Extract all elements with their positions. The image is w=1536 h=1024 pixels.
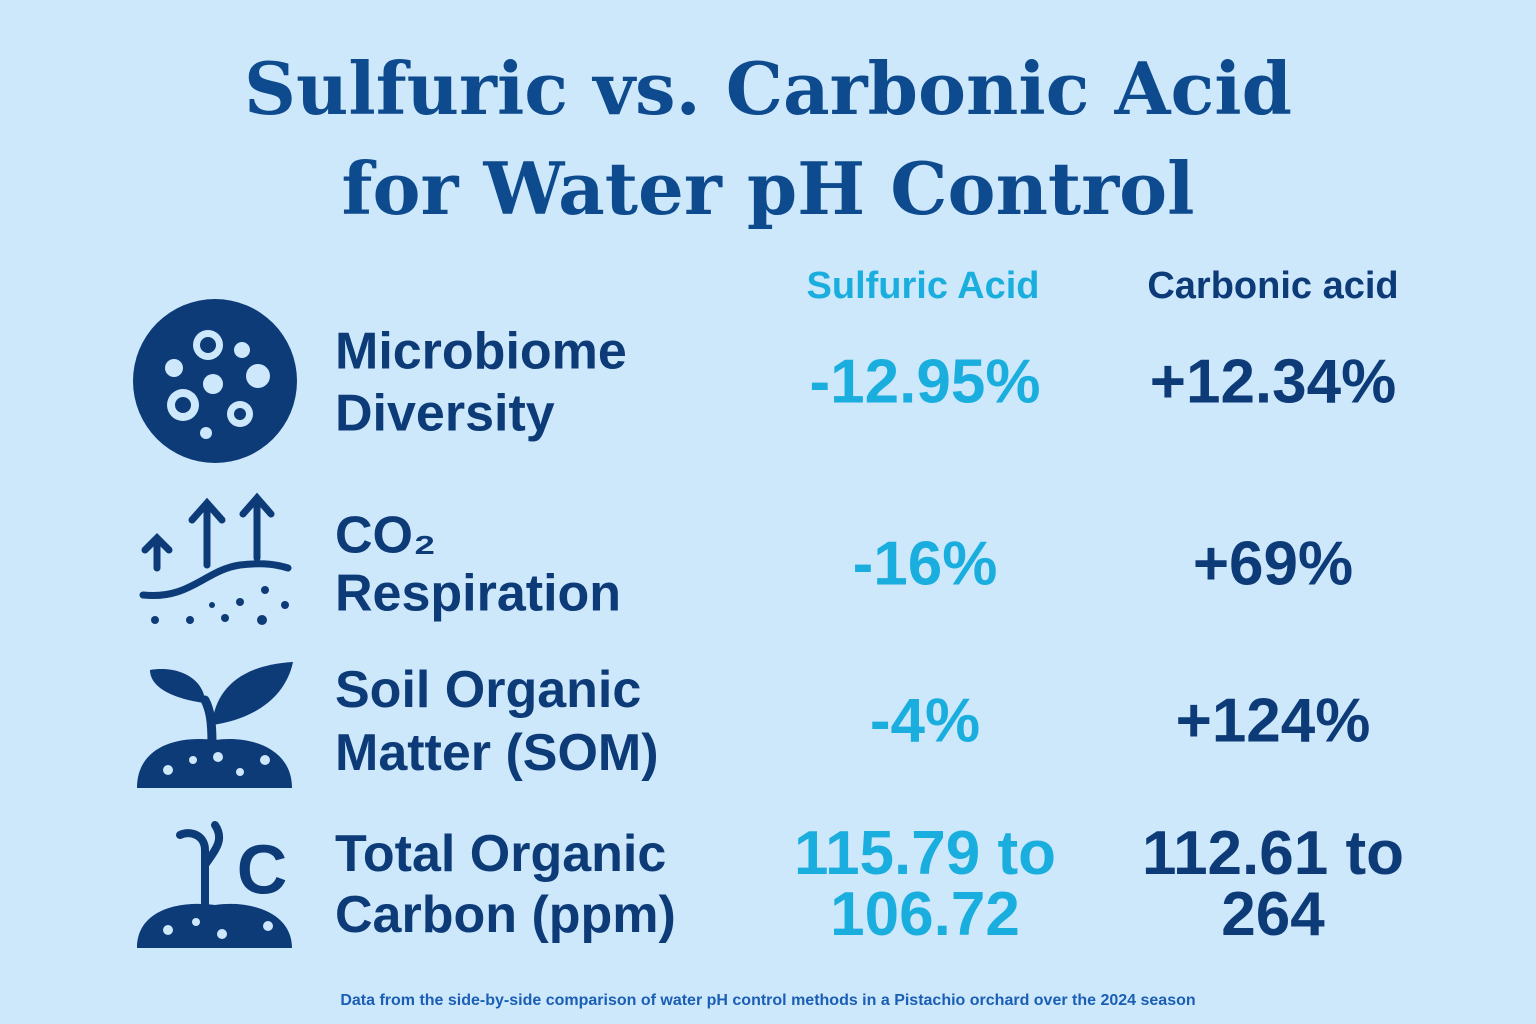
row-label: Total Organic: [335, 825, 666, 883]
row-label: Soil Organic: [335, 661, 641, 719]
title-line: for Water pH Control: [342, 146, 1195, 231]
row-label: Respiration: [335, 565, 621, 623]
sulfuric-value: -16%: [853, 529, 998, 598]
sulfuric-value: -4%: [870, 686, 980, 755]
microbiome-icon: [133, 299, 297, 463]
soil-icon: [137, 662, 293, 788]
row-label: Carbon (ppm): [335, 886, 676, 944]
carbonic-value: +12.34%: [1150, 347, 1397, 416]
carbonic-value: +124%: [1176, 686, 1371, 755]
respiration-icon: [139, 492, 292, 625]
column-header: Sulfuric Acid: [807, 265, 1040, 307]
title-line: Sulfuric vs. Carbonic Acid: [244, 46, 1292, 131]
carbonic-value: +69%: [1193, 529, 1353, 598]
row-label: CO₂: [335, 507, 436, 565]
row-label: Microbiome: [335, 323, 627, 381]
sulfuric-value: 115.79 to: [794, 819, 1056, 888]
footer: Data from the side-by-side comparison of…: [340, 992, 1195, 1009]
carbon-icon: C: [137, 821, 292, 948]
sulfuric-value: -12.95%: [810, 347, 1041, 416]
sulfuric-value: 106.72: [830, 880, 1020, 949]
row-label: Matter (SOM): [335, 724, 659, 782]
carbonic-value: 264: [1221, 880, 1325, 949]
column-header: Carbonic acid: [1147, 265, 1398, 307]
carbon-symbol: C: [237, 830, 288, 908]
carbonic-value: 112.61 to: [1142, 819, 1404, 888]
row-label: Diversity: [335, 385, 555, 443]
